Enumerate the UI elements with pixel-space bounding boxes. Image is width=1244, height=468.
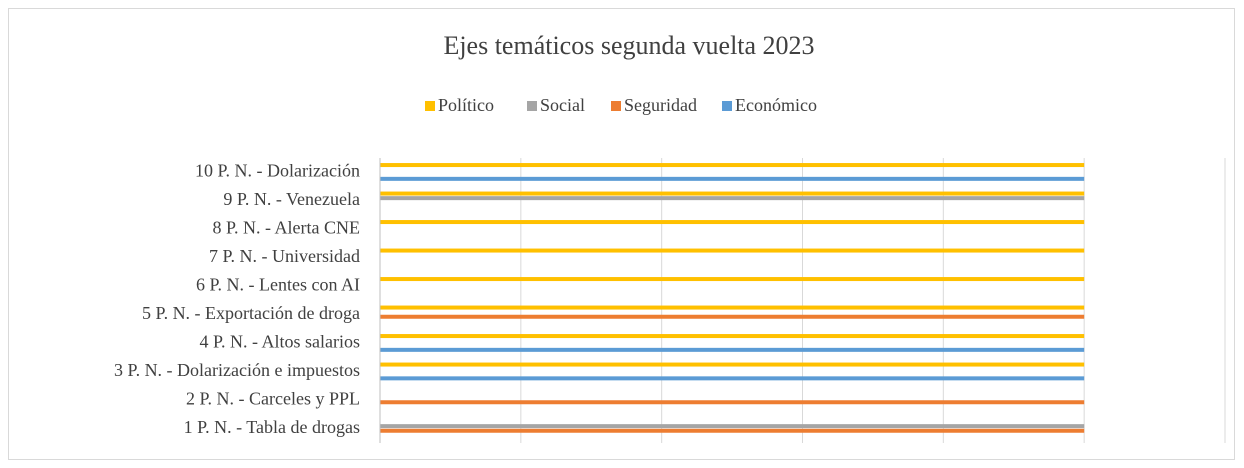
y-tick-label: 8 P. N. - Alerta CNE [213, 217, 361, 237]
bar [380, 248, 1085, 253]
y-tick-label: 10 P. N. - Dolarización [195, 160, 360, 180]
y-tick-label: 5 P. N. - Exportación de droga [142, 303, 360, 323]
bar [380, 305, 1085, 310]
bar [380, 362, 1085, 367]
bar [380, 334, 1085, 339]
bar [380, 191, 1085, 196]
y-tick-label: 4 P. N. - Altos salarios [199, 331, 360, 351]
legend-label: Político [438, 95, 494, 115]
bar [380, 428, 1085, 433]
bar [380, 277, 1085, 282]
bar [380, 196, 1085, 201]
legend-swatch [425, 101, 435, 111]
bar [380, 376, 1085, 381]
legend-label: Social [540, 95, 585, 115]
legend-label: Seguridad [624, 95, 697, 115]
legend-swatch [527, 101, 537, 111]
y-tick-label: 9 P. N. - Venezuela [223, 189, 360, 209]
bar [380, 220, 1085, 225]
bar [380, 424, 1085, 429]
legend-swatch [722, 101, 732, 111]
legend-swatch [611, 101, 621, 111]
bar [380, 163, 1085, 168]
chart-title: Ejes temáticos segunda vuelta 2023 [443, 31, 814, 60]
bar [380, 176, 1085, 181]
y-tick-label: 3 P. N. - Dolarización e impuestos [114, 360, 360, 380]
y-tick-label: 6 P. N. - Lentes con AI [196, 274, 360, 294]
legend-label: Económico [735, 95, 817, 115]
y-tick-label: 2 P. N. - Carceles y PPL [186, 388, 360, 408]
bar [380, 347, 1085, 352]
y-tick-label: 7 P. N. - Universidad [209, 246, 360, 266]
bar [380, 400, 1085, 405]
y-tick-label: 1 P. N. - Tabla de drogas [184, 417, 360, 437]
chart-frame [8, 8, 1235, 460]
bar [380, 314, 1085, 319]
